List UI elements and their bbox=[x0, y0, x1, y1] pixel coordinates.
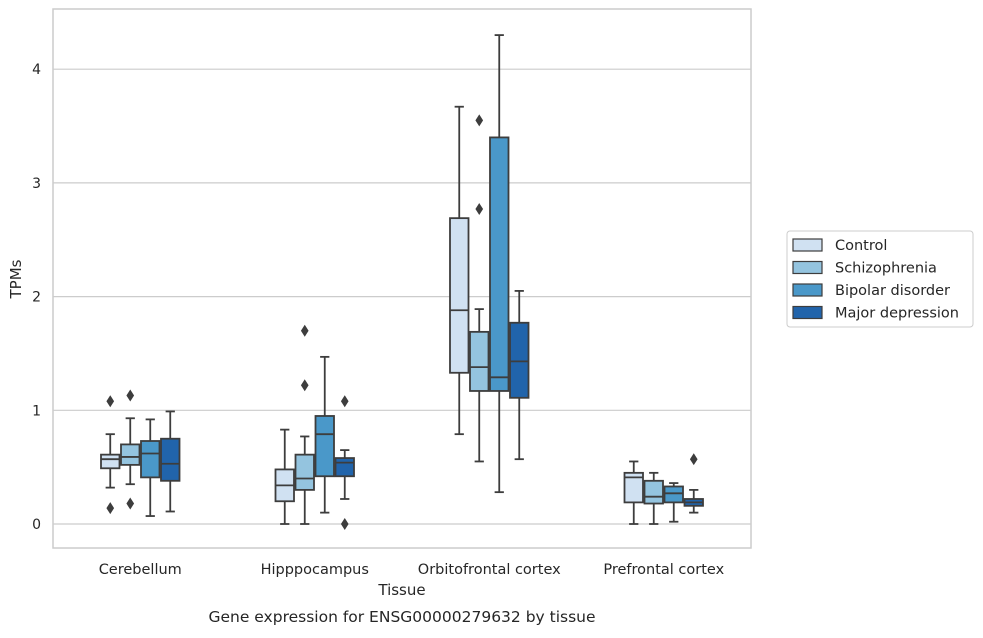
box-schizophrenia bbox=[469, 114, 490, 463]
box-schizophrenia bbox=[120, 389, 141, 510]
box-plots bbox=[100, 34, 704, 530]
box-bipolar-disorder bbox=[663, 482, 684, 523]
outlier-marker bbox=[106, 502, 115, 515]
box-iqr bbox=[663, 485, 684, 504]
legend-label: Schizophrenia bbox=[835, 261, 937, 277]
legend-swatch bbox=[792, 260, 823, 275]
box-iqr bbox=[623, 471, 644, 504]
box-iqr bbox=[140, 440, 161, 479]
box-major-depression bbox=[509, 290, 530, 461]
x-tick-label: Prefrontal cortex bbox=[603, 562, 724, 578]
box-schizophrenia bbox=[294, 324, 315, 525]
box-iqr bbox=[334, 457, 355, 478]
box-major-depression bbox=[334, 395, 355, 530]
outlier-marker bbox=[475, 203, 484, 216]
box-iqr bbox=[469, 330, 490, 392]
box-major-depression bbox=[683, 453, 704, 514]
legend-item: Control bbox=[792, 238, 887, 254]
outlier-marker bbox=[106, 395, 115, 408]
x-axis-label: Tissue bbox=[377, 581, 425, 599]
legend: Control Schizophrenia Bipolar disorder Majo… bbox=[786, 230, 974, 328]
legend-swatch bbox=[792, 283, 823, 297]
box-iqr bbox=[314, 415, 335, 478]
outlier-marker bbox=[475, 114, 484, 127]
outlier-marker bbox=[340, 518, 349, 530]
y-axis-label: TPMs bbox=[7, 259, 25, 299]
box-major-depression bbox=[160, 410, 181, 513]
outlier-marker bbox=[689, 453, 698, 466]
legend-frame bbox=[786, 230, 974, 328]
legend-label: Bipolar disorder bbox=[835, 283, 950, 299]
box-control bbox=[449, 105, 470, 436]
box-iqr bbox=[509, 321, 530, 399]
y-tick-label: 0 bbox=[32, 517, 41, 533]
legend-swatch bbox=[792, 238, 823, 252]
y-tick-labels: 0 1 2 3 4 bbox=[32, 62, 41, 533]
box-iqr bbox=[100, 453, 121, 470]
y-tick-label: 3 bbox=[32, 176, 41, 192]
legend-item: Bipolar disorder bbox=[792, 283, 950, 299]
box-iqr bbox=[643, 479, 664, 505]
box-iqr bbox=[160, 437, 181, 482]
legend-label: Control bbox=[835, 238, 887, 254]
outlier-marker bbox=[300, 379, 309, 392]
outlier-marker bbox=[340, 395, 349, 408]
legend-label: Major depression bbox=[835, 306, 959, 322]
box-iqr bbox=[449, 217, 470, 374]
box-bipolar-disorder bbox=[314, 355, 335, 514]
box-bipolar-disorder bbox=[489, 34, 510, 494]
box-control bbox=[100, 395, 121, 515]
x-tick-label: Orbitofrontal cortex bbox=[418, 562, 561, 578]
x-tick-labels: Cerebellum Hipppocampus Orbitofrontal cort… bbox=[99, 562, 725, 578]
legend-swatch bbox=[792, 305, 823, 320]
box-iqr bbox=[489, 136, 510, 392]
x-tick-label: Cerebellum bbox=[99, 562, 182, 578]
y-tick-label: 4 bbox=[32, 62, 41, 78]
legend-item: Major depression bbox=[792, 305, 959, 322]
box-schizophrenia bbox=[643, 471, 664, 525]
outlier-marker bbox=[126, 497, 135, 510]
x-tick-label: Hipppocampus bbox=[261, 562, 369, 578]
box-bipolar-disorder bbox=[140, 418, 161, 517]
plot-frame bbox=[52, 8, 752, 549]
y-tick-label: 1 bbox=[32, 403, 41, 419]
y-tick-label: 2 bbox=[32, 290, 41, 306]
box-iqr bbox=[294, 453, 315, 491]
box-control bbox=[623, 460, 644, 525]
outlier-marker bbox=[126, 389, 135, 402]
outlier-marker bbox=[300, 324, 309, 337]
legend-item: Schizophrenia bbox=[792, 260, 937, 277]
box-iqr bbox=[120, 443, 141, 466]
figure-caption: Gene expression for ENSG00000279632 by t… bbox=[208, 608, 595, 626]
box-control bbox=[274, 428, 295, 525]
